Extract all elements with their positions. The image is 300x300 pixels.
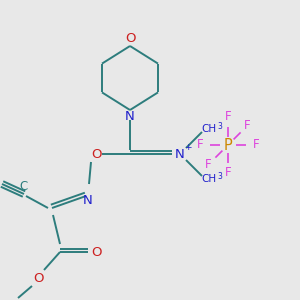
Text: F: F [197,139,203,152]
Text: CH: CH [201,124,217,134]
Text: CH: CH [201,174,217,184]
Text: F: F [253,139,259,152]
Text: N: N [83,194,93,206]
Text: O: O [91,148,101,160]
Text: 3: 3 [218,172,222,181]
Text: N: N [125,110,135,124]
Text: O: O [125,32,135,46]
Text: C: C [20,181,28,194]
Text: F: F [244,119,251,132]
Text: F: F [205,158,212,171]
Text: O: O [33,272,43,284]
Text: O: O [91,245,101,259]
Text: N: N [175,148,185,160]
Text: P: P [224,137,232,152]
Text: 3: 3 [218,122,222,131]
Text: F: F [225,110,231,124]
Text: +: + [184,142,192,152]
Text: F: F [225,167,231,179]
